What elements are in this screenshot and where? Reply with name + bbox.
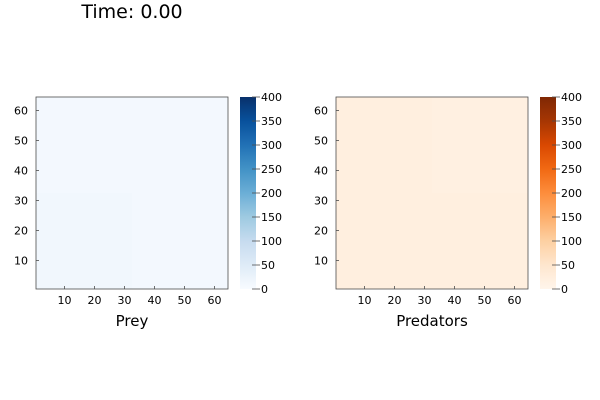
predators-colorbar-tick-label-6: 300 — [561, 139, 582, 152]
prey-y-tick-label-5: 60 — [14, 105, 28, 118]
prey-heatmap-cell-1 — [132, 193, 228, 289]
predators-y-tick-label-0: 10 — [314, 255, 328, 268]
prey-heatmap-cell-2 — [36, 97, 132, 193]
prey-panel: 10 20 30 40 50 60 10 20 30 40 50 60 Prey 0 50 100 150 200… — [14, 91, 282, 330]
predators-x-tick-label-5: 60 — [508, 294, 522, 307]
predators-y-tick-label-5: 60 — [314, 105, 328, 118]
predators-x-tick-label-3: 40 — [448, 294, 462, 307]
prey-y-tick-label-0: 10 — [14, 255, 28, 268]
prey-colorbar-tick-label-2: 100 — [261, 235, 282, 248]
prey-heatmap-cell-3 — [132, 97, 228, 193]
predators-colorbar-tick-label-3: 150 — [561, 211, 582, 224]
predators-panel: 10 20 30 40 50 60 10 20 30 40 50 60 Predators 0 50 100 1… — [314, 91, 582, 330]
prey-x-tick-label-2: 30 — [118, 294, 132, 307]
predators-colorbar-tick-label-1: 50 — [561, 259, 575, 272]
predators-colorbar-tick-label-4: 200 — [561, 187, 582, 200]
predators-y-tick-label-3: 40 — [314, 165, 328, 178]
predators-plot-frame — [335, 96, 529, 290]
prey-y-tick-label-4: 50 — [14, 135, 28, 148]
predators-x-tick-label-4: 50 — [478, 294, 492, 307]
prey-colorbar-tick-label-8: 400 — [261, 91, 282, 104]
prey-x-tick-label-5: 60 — [208, 294, 222, 307]
predators-y-tick-label-4: 50 — [314, 135, 328, 148]
predators-colorbar-tick-label-2: 100 — [561, 235, 582, 248]
prey-plot-frame — [35, 96, 229, 290]
prey-colorbar-tick-label-1: 50 — [261, 259, 275, 272]
predators-colorbar-tick-label-8: 400 — [561, 91, 582, 104]
prey-x-axis-label: Prey — [116, 312, 149, 330]
predators-heatmap-cell-1 — [432, 193, 528, 289]
predators-y-tick-label-1: 20 — [314, 225, 328, 238]
prey-y-tick-label-3: 40 — [14, 165, 28, 178]
predators-x-tick-label-1: 20 — [388, 294, 402, 307]
predators-heatmap-cell-0 — [336, 193, 432, 289]
predators-colorbar-tick-label-0: 0 — [561, 283, 568, 296]
prey-y-tick-label-1: 20 — [14, 225, 28, 238]
prey-colorbar-tick-label-6: 300 — [261, 139, 282, 152]
prey-x-tick-label-4: 50 — [178, 294, 192, 307]
prey-heatmap-cell-0 — [36, 193, 132, 289]
prey-colorbar-tick-label-0: 0 — [261, 283, 268, 296]
predators-y-tick-label-2: 30 — [314, 195, 328, 208]
prey-colorbar-tick-label-5: 250 — [261, 163, 282, 176]
figure-title: Time: 0.00 — [80, 1, 182, 23]
predators-colorbar-tick-label-7: 350 — [561, 115, 582, 128]
prey-y-tick-label-2: 30 — [14, 195, 28, 208]
prey-colorbar-tick-label-3: 150 — [261, 211, 282, 224]
heatmap-panels: 10 20 30 40 50 60102030405060Prey050100150200… — [14, 91, 582, 330]
predators-colorbar-tick-label-5: 250 — [561, 163, 582, 176]
prey-colorbar-tick-label-7: 350 — [261, 115, 282, 128]
predators-heatmap-cell-2 — [336, 97, 432, 193]
prey-x-tick-label-0: 10 — [58, 294, 72, 307]
predators-x-tick-label-2: 30 — [418, 294, 432, 307]
prey-x-tick-label-3: 40 — [148, 294, 162, 307]
prey-x-tick-label-1: 20 — [88, 294, 102, 307]
predators-x-axis-label: Predators — [396, 312, 468, 330]
prey-colorbar-tick-label-4: 200 — [261, 187, 282, 200]
predators-x-tick-label-0: 10 — [358, 294, 372, 307]
predators-heatmap-cell-3 — [432, 97, 528, 193]
